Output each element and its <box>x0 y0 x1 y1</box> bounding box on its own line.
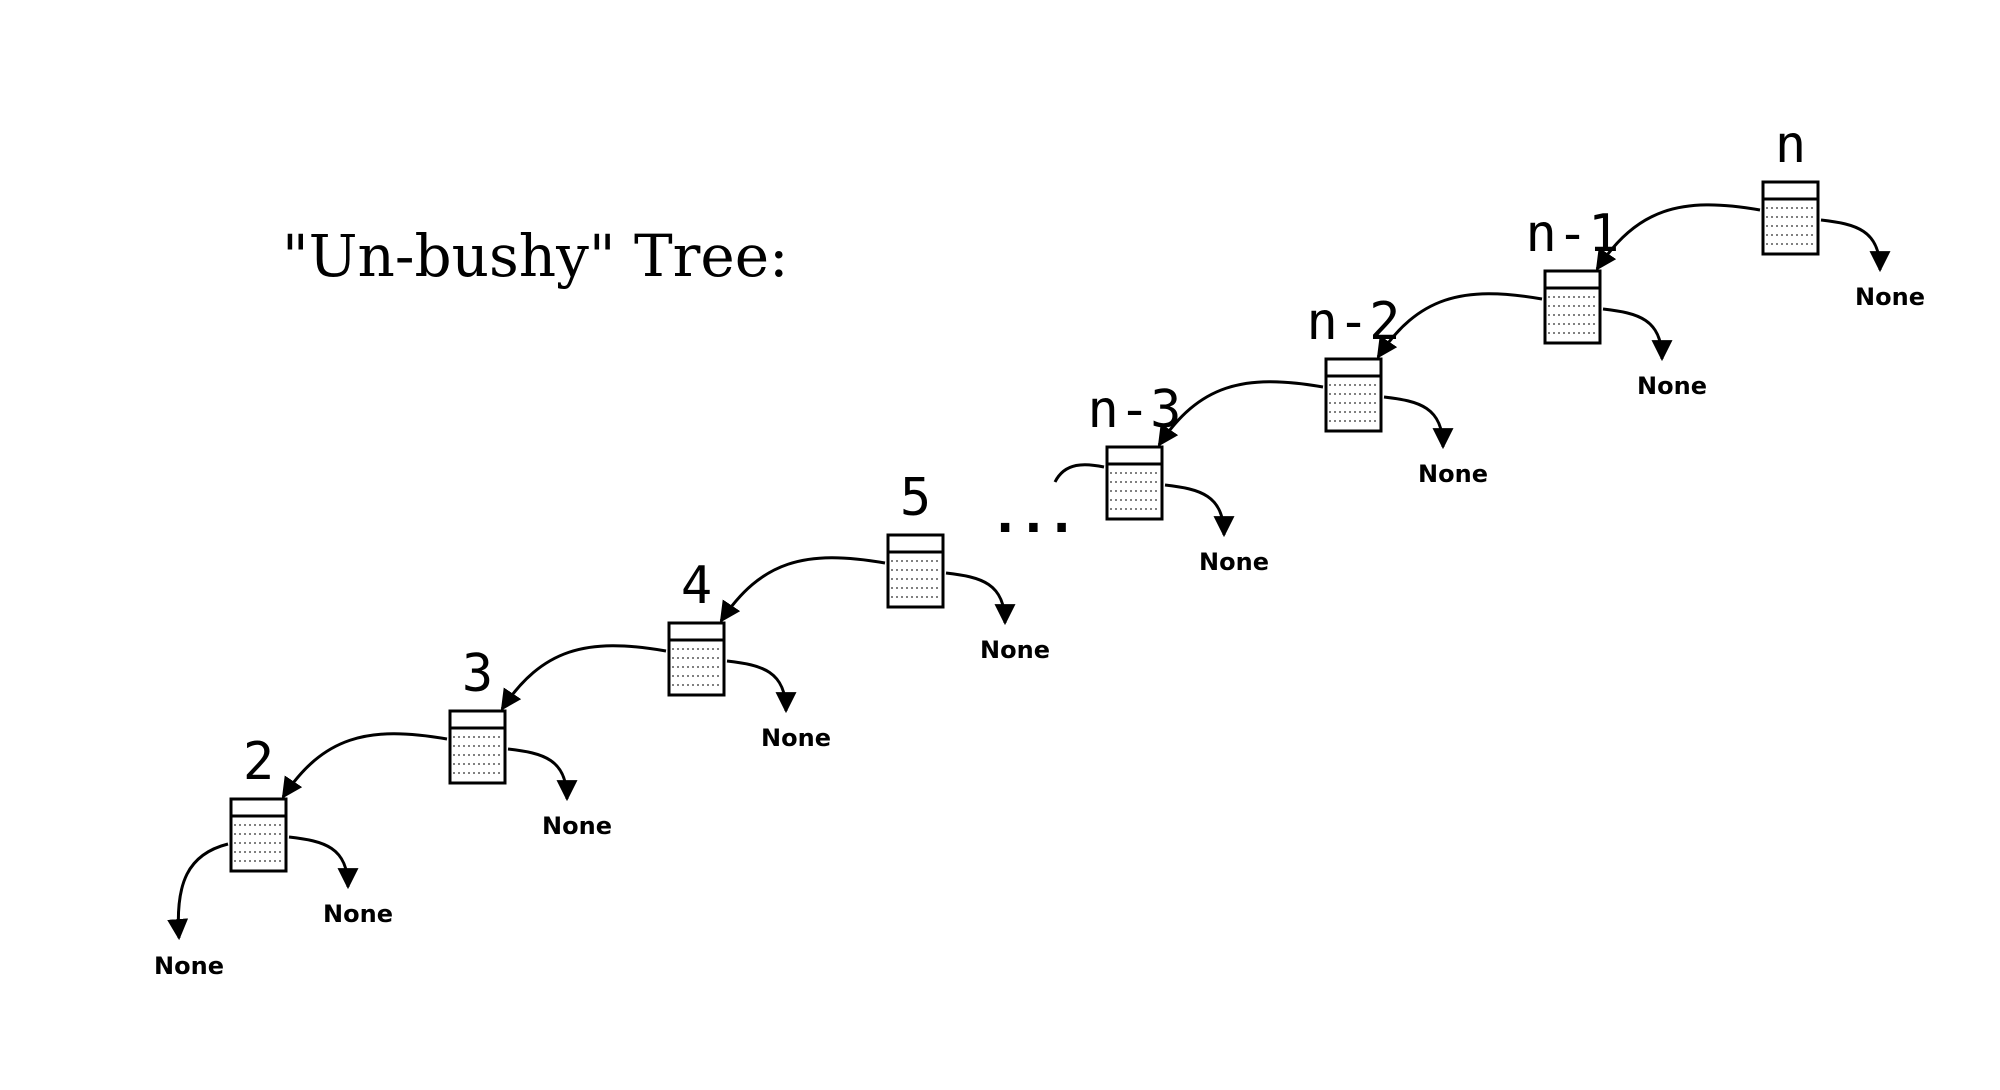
node-box-n-1 <box>1543 269 1602 345</box>
node-box-n-2 <box>1324 357 1383 433</box>
tree-node-4: 4 None <box>667 556 831 752</box>
tree-node-n-1: n-1 None <box>1526 204 1707 400</box>
diagram-title: "Un-bushy" Tree: <box>282 222 789 290</box>
tree-node-2: 2 None None <box>154 732 393 980</box>
edge-n-1-to-n-2 <box>1376 292 1543 359</box>
right-none-edge-3 <box>507 747 578 802</box>
none-label-right-n: None <box>1855 283 1925 311</box>
tree-node-n-2: n-2 None <box>1307 292 1488 488</box>
edge-3-to-2 <box>281 732 448 799</box>
none-label-right-n-1: None <box>1637 372 1707 400</box>
none-label-right-n-3: None <box>1199 548 1269 576</box>
none-label-right-n-2: None <box>1418 460 1488 488</box>
node-box-2 <box>229 797 288 873</box>
ellipsis-gap: ... <box>996 488 1081 544</box>
node-box-3 <box>448 709 507 785</box>
right-none-edge-n-1 <box>1602 307 1673 362</box>
right-none-edge-n-2 <box>1383 395 1454 450</box>
tree-node-n: n None <box>1761 115 1925 311</box>
edges-layer <box>281 203 1761 799</box>
node-label-3: 3 <box>462 644 493 704</box>
node-label-4: 4 <box>681 556 712 616</box>
node-label-5: 5 <box>900 468 931 528</box>
node-label-n-3: n-3 <box>1088 380 1182 440</box>
node-box-n-3 <box>1105 445 1164 521</box>
none-label-right-2: None <box>323 900 393 928</box>
right-none-edge-4 <box>726 659 797 714</box>
node-label-n-2: n-2 <box>1307 292 1401 352</box>
none-label-right-4: None <box>761 724 831 752</box>
edge-n-to-n-1 <box>1595 203 1761 271</box>
right-none-edge-5 <box>945 571 1016 626</box>
edge-5-to-4 <box>719 556 886 623</box>
right-none-edge-n <box>1820 218 1891 273</box>
node-box-5 <box>886 533 945 609</box>
edge-n-2-to-n-3 <box>1157 380 1324 447</box>
node-box-n <box>1761 180 1820 256</box>
none-label-right-5: None <box>980 636 1050 664</box>
tree-node-3: 3 None <box>448 644 612 840</box>
node-label-n-1: n-1 <box>1526 204 1620 264</box>
tree-node-5: 5 None <box>886 468 1050 664</box>
node-label-n: n <box>1775 115 1806 175</box>
tree-node-n-3: n-3 None <box>1088 380 1269 576</box>
left-none-edge-2 <box>167 842 229 941</box>
node-box-4 <box>667 621 726 697</box>
edge-4-to-3 <box>500 644 667 711</box>
right-none-edge-n-3 <box>1164 483 1235 538</box>
nodes-layer: 2NoneNone3None4None5Nonen-3Nonen-2Nonen-… <box>154 115 1925 980</box>
node-label-2: 2 <box>243 732 274 792</box>
none-label-right-3: None <box>542 812 612 840</box>
edge-stub-into-n-3 <box>1053 463 1105 483</box>
none-label-left-2: None <box>154 952 224 980</box>
right-none-edge-2 <box>288 835 359 890</box>
